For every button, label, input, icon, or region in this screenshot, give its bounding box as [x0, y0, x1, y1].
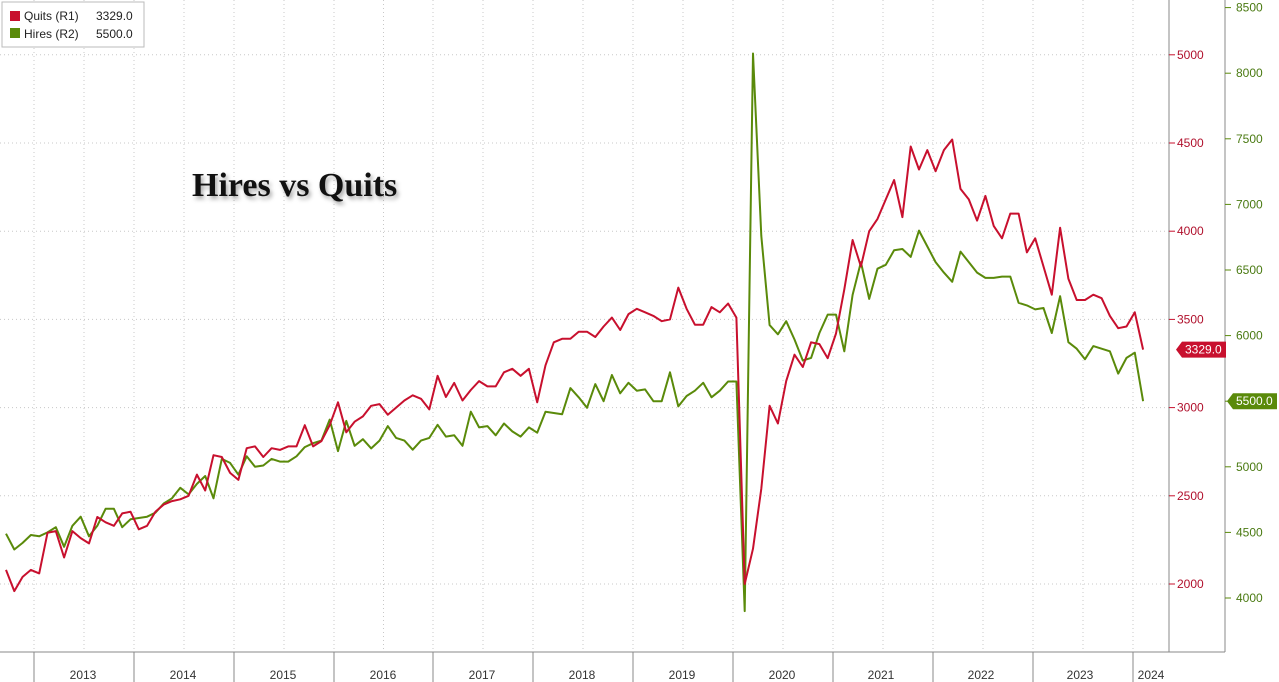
r2-tick-label: 8500 [1236, 1, 1263, 15]
r1-tick-label: 3500 [1177, 312, 1204, 326]
gridlines [0, 0, 1169, 652]
series-line-quits [5, 138, 1145, 593]
series-layer: 5500.0 3329.0 [5, 52, 1277, 613]
r2-tick-label: 4000 [1236, 591, 1263, 605]
r1-tick-label: 4000 [1177, 224, 1204, 238]
r2-tick-label: 7000 [1236, 197, 1263, 211]
x-tick-label: 2022 [968, 668, 995, 682]
x-tick-label: 2013 [70, 668, 97, 682]
last-value-badge-quits: 3329.0 [1176, 341, 1226, 358]
x-tick-label: 2021 [868, 668, 895, 682]
r1-axis-ticks: 2000 2500 3000 3500 4000 4500 5000 [1169, 48, 1204, 591]
r2-tick-label: 6000 [1236, 329, 1263, 343]
x-tick-label: 2015 [270, 668, 297, 682]
r2-tick-label: 8000 [1236, 66, 1263, 80]
legend-value-quits: 3329.0 [96, 9, 133, 23]
r1-tick-label: 5000 [1177, 48, 1204, 62]
x-tick-label: 2019 [669, 668, 696, 682]
legend-label-hires: Hires (R2) [24, 27, 79, 41]
x-tick-label: 2024 [1138, 668, 1165, 682]
axes [0, 0, 1226, 653]
x-tick-label: 2020 [769, 668, 796, 682]
legend-label-quits: Quits (R1) [24, 9, 79, 23]
x-tick-label: 2018 [569, 668, 596, 682]
last-value-badge-text: 3329.0 [1185, 343, 1222, 357]
r1-tick-label: 3000 [1177, 401, 1204, 415]
r2-tick-label: 6500 [1236, 263, 1263, 277]
x-tick-label: 2016 [370, 668, 397, 682]
r2-tick-label: 7500 [1236, 132, 1263, 146]
r2-axis-ticks: 4000450050005500600065007000750080008500 [1225, 1, 1263, 605]
r1-tick-label: 4500 [1177, 136, 1204, 150]
r1-tick-label: 2000 [1177, 577, 1204, 591]
x-axis-ticks: 2013 2014 2015 2016 2017 2018 2019 2020 2021 2022… [33, 652, 1165, 682]
x-tick-label: 2017 [469, 668, 496, 682]
x-tick-label: 2023 [1067, 668, 1094, 682]
last-value-badge-bg [1176, 341, 1226, 358]
r2-tick-label: 4500 [1236, 525, 1263, 539]
legend-swatch-quits [10, 11, 20, 21]
legend: Quits (R1) 3329.0 Hires (R2) 5500.0 [1, 1, 145, 48]
r1-tick-label: 2500 [1177, 489, 1204, 503]
x-tick-label: 2014 [170, 668, 197, 682]
r2-tick-label: 5000 [1236, 460, 1263, 474]
legend-value-hires: 5500.0 [96, 27, 133, 41]
last-value-badge-hires: 5500.0 [1227, 393, 1277, 410]
legend-swatch-hires [10, 28, 20, 38]
last-value-badge-text: 5500.0 [1236, 394, 1273, 408]
series-line-hires [5, 52, 1145, 613]
chart-title: Hires vs Quits [192, 167, 397, 204]
legend-box [1, 1, 145, 48]
last-value-badge-bg [1227, 393, 1277, 410]
